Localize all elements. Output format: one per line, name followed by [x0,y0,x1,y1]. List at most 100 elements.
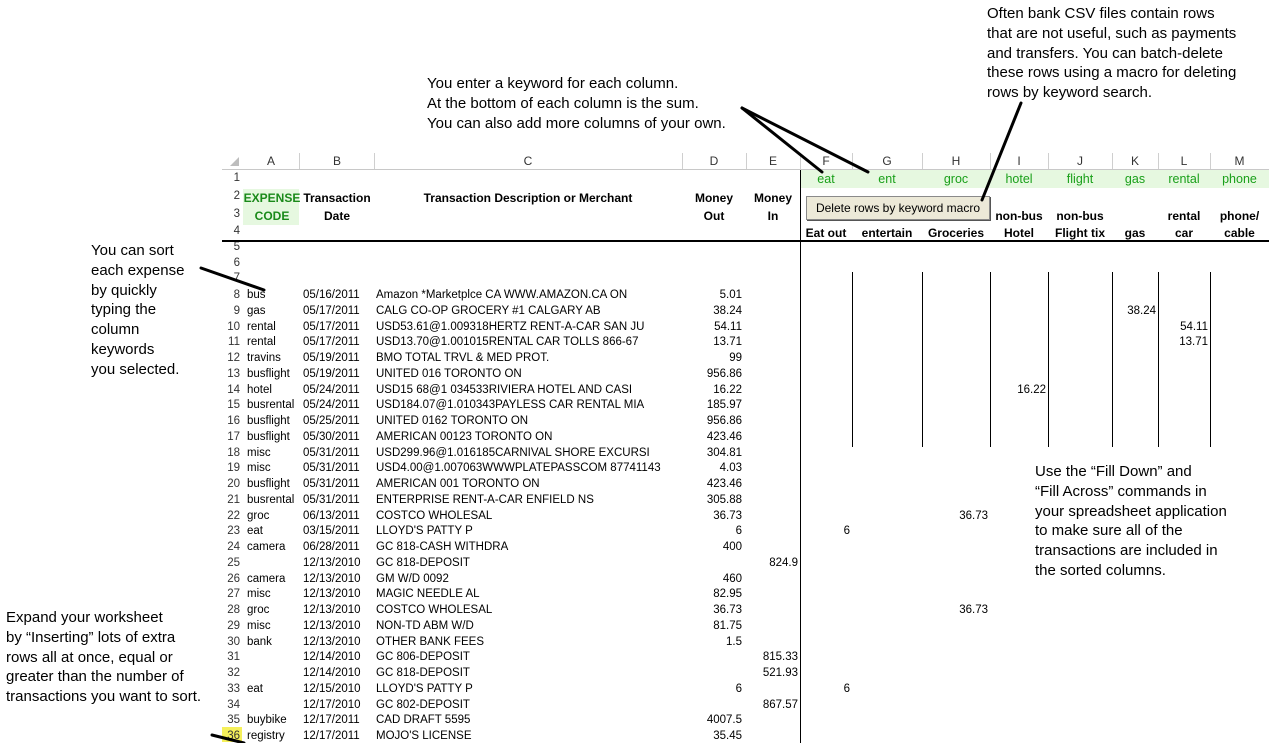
row-number[interactable]: 19 [227,462,240,474]
header-expense-code: EXPENSE CODE [243,189,301,225]
column-header-g[interactable]: G [882,154,892,168]
expense-code-cell: busflight [247,368,290,380]
description-cell: USD299.96@1.016185CARNIVAL SHORE EXCURSI [376,447,650,459]
date-cell: 12/14/2010 [303,651,361,663]
row-number[interactable]: 12 [227,352,240,364]
keyword-cell[interactable]: ent [878,172,896,186]
keyword-cell[interactable]: phone [1222,172,1257,186]
description-cell: CAD DRAFT 5595 [376,714,471,726]
column-separator [1048,153,1049,169]
row-number[interactable]: 35 [227,714,240,726]
row-number[interactable]: 25 [227,557,240,569]
money-out-cell: 99 [729,352,742,364]
column-header-e[interactable]: E [768,154,777,168]
row-number[interactable]: 1 [233,172,240,184]
description-cell: UNITED 016 TORONTO ON [376,368,522,380]
row-number[interactable]: 10 [227,321,240,333]
header-date-line2: Date [323,209,350,223]
column-separator [746,153,747,169]
row-number[interactable]: 2 [233,190,240,202]
header-date-line1: Transaction [303,191,371,205]
row-number[interactable]: 4 [233,225,240,237]
row-number[interactable]: 17 [227,431,240,443]
expense-code-cell: groc [247,510,270,522]
column-header-a[interactable]: A [266,154,275,168]
arrow-to-codes [199,266,266,292]
row-number[interactable]: 5 [233,241,240,253]
delete-rows-macro-button[interactable]: Delete rows by keyword macro [806,196,990,220]
row-number[interactable]: 7 [233,272,240,284]
column-header-d[interactable]: D [709,154,719,168]
description-cell: LLOYD'S PATTY P [376,683,473,695]
note-line: each expense [91,261,185,279]
header-divider [222,240,1269,242]
row-number[interactable]: 29 [227,620,240,632]
row-number[interactable]: 3 [233,208,240,220]
column-header-b[interactable]: B [332,154,341,168]
note-fill: Use the “Fill Down” and “Fill Across” co… [1035,462,1227,581]
category-header: gas [1124,226,1146,240]
keyword-cell[interactable]: groc [943,172,969,186]
money-out-cell: 16.22 [713,384,742,396]
expense-code-cell: busrental [247,494,295,506]
keyword-cell[interactable]: eat [817,172,835,186]
row-number[interactable]: 14 [227,384,240,396]
date-cell: 05/24/2011 [303,399,360,411]
expense-code-cell: bus [247,289,266,301]
note-line: Expand your worksheet [6,609,163,626]
column-header-m[interactable]: M [1234,154,1245,168]
category-header-top: rental [1167,209,1201,223]
groceries-cell: 36.73 [959,604,988,616]
column-header-l[interactable]: L [1180,154,1188,168]
row-number[interactable]: 20 [227,478,240,490]
column-header-i[interactable]: I [1017,154,1021,168]
column-header-f[interactable]: F [822,154,830,168]
column-header-j[interactable]: J [1077,154,1083,168]
row-number[interactable]: 31 [227,651,240,663]
header-in-line1: Money [753,191,792,205]
row-number[interactable]: 16 [227,415,240,427]
expense-code-cell: busflight [247,415,290,427]
row-number[interactable]: 13 [227,368,240,380]
expense-code-cell: buybike [247,714,287,726]
keyword-cell[interactable]: flight [1066,172,1094,186]
date-cell: 05/31/2011 [303,447,360,459]
row-number[interactable]: 27 [227,588,240,600]
row-number[interactable]: 24 [227,541,240,553]
money-in-cell: 521.93 [762,667,798,679]
row-number[interactable]: 8 [233,289,240,301]
category-header: Hotel [1004,226,1034,240]
row-number[interactable]: 9 [233,305,240,317]
column-header-h[interactable]: H [951,154,961,168]
note-line: the sorted columns. [1035,561,1166,579]
row-number[interactable]: 32 [227,667,240,679]
row-number[interactable]: 18 [227,447,240,459]
row-number[interactable]: 34 [227,699,240,711]
row-number[interactable]: 11 [228,336,240,348]
keyword-cell[interactable]: hotel [1005,172,1033,186]
date-cell: 12/13/2010 [303,604,361,616]
category-header-top: non-bus [1056,209,1104,223]
row-number[interactable]: 30 [227,636,240,648]
note-line: you selected. [91,360,180,378]
select-all-corner[interactable] [230,157,239,166]
row-number[interactable]: 28 [227,604,240,616]
column-header-c[interactable]: C [523,154,533,168]
money-out-cell: 81.75 [713,620,742,632]
description-cell: ENTERPRISE RENT-A-CAR ENFIELD NS [376,494,594,506]
column-header-k[interactable]: K [1130,154,1139,168]
row-number[interactable]: 6 [233,257,240,269]
row-number[interactable]: 15 [227,399,240,411]
date-cell: 05/17/2011 [303,305,360,317]
date-cell: 05/17/2011 [303,321,360,333]
row-number[interactable]: 33 [227,683,240,695]
keyword-cell[interactable]: gas [1124,172,1146,186]
row-number[interactable]: 23 [227,525,240,537]
row-number[interactable]: 22 [227,510,240,522]
keyword-cell[interactable]: rental [1168,172,1200,186]
note-line: “Fill Across” commands in [1035,482,1207,500]
expense-code-cell: hotel [247,384,272,396]
date-cell: 05/31/2011 [303,494,360,506]
row-number[interactable]: 21 [227,494,240,506]
row-number[interactable]: 26 [227,573,240,585]
